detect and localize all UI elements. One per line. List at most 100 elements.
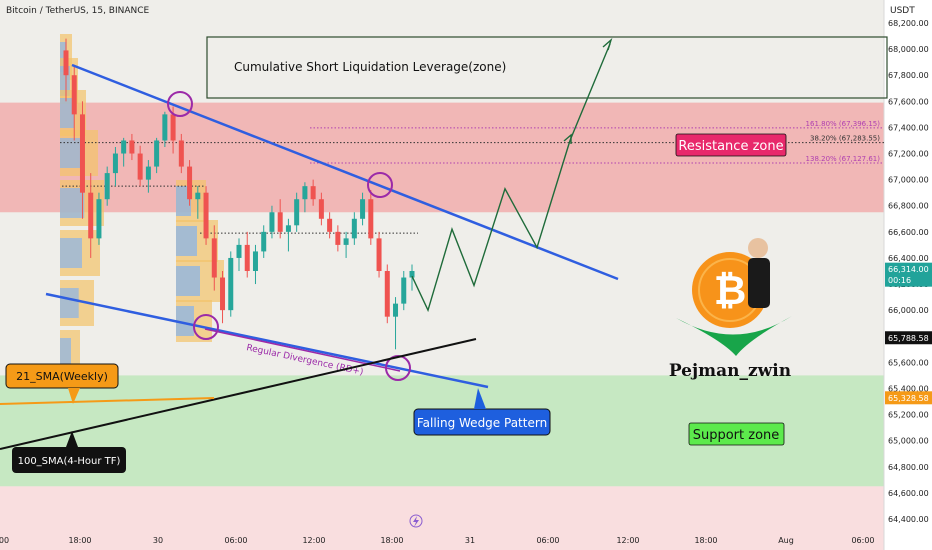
y-tick-label: 65,000.00 <box>888 437 929 446</box>
y-tick-label: 66,000.00 <box>888 306 929 315</box>
price-label-value: 65,788.58 <box>888 334 929 343</box>
x-tick-label: 12:00 <box>616 536 639 545</box>
candle-body <box>145 166 151 180</box>
candle-body <box>368 199 374 239</box>
author-avatar-icon <box>748 238 768 258</box>
y-tick-label: 65,200.00 <box>888 411 929 420</box>
candle-body <box>335 231 341 245</box>
x-tick-label: 18:00 <box>694 536 717 545</box>
x-tick-label: 18:00 <box>68 536 91 545</box>
x-tick-label: 06:00 <box>851 536 874 545</box>
candle-body <box>401 277 407 304</box>
x-tick-label: 31 <box>465 536 475 545</box>
lightning-bolt-icon <box>413 516 419 527</box>
projection-arrowhead <box>602 37 613 51</box>
candle-body <box>360 199 366 219</box>
price-label-tag <box>885 331 932 345</box>
volume-profile-bar <box>60 338 71 368</box>
x-tick-label: 06:00 <box>224 536 247 545</box>
candle-body <box>178 140 184 167</box>
candle-body <box>211 238 217 278</box>
resistance-zone-tag <box>675 133 787 157</box>
x-tick-label: 06:00 <box>536 536 559 545</box>
candle-body <box>112 153 118 174</box>
candle-body <box>154 140 160 167</box>
fib-level-label: 138.20% (67,127.61) <box>806 155 881 163</box>
y-tick-label: 65,400.00 <box>888 384 929 393</box>
y-tick-label: 66,400.00 <box>888 254 929 263</box>
candle-body <box>71 75 77 115</box>
highlight-circle <box>367 172 393 198</box>
fib-level-label: 161.80% (67,396.15) <box>806 120 881 128</box>
sma100-line <box>0 338 477 450</box>
candle-body <box>318 199 324 219</box>
logo-laurel-icon <box>676 316 792 356</box>
author-avatar-body-icon <box>748 258 770 308</box>
sma100-tag <box>12 447 126 473</box>
candle-body <box>104 173 110 200</box>
candle-body <box>137 153 143 180</box>
volume-profile-bar <box>60 42 67 72</box>
candle-body <box>310 186 316 200</box>
sma100-label: 100_SMA(4-Hour TF) <box>18 456 121 467</box>
volume-profile-bar <box>60 288 79 318</box>
wedge-upper-line <box>71 63 619 281</box>
candle-body <box>302 186 308 200</box>
price-label-tag <box>885 262 932 287</box>
author-name: Pejman_zwin <box>669 361 791 381</box>
candle-body <box>285 225 291 232</box>
candle-body <box>88 192 94 239</box>
highlight-circle <box>167 91 193 117</box>
sma100-tag-pointer <box>66 431 78 447</box>
x-tick-label: 12:00 <box>302 536 325 545</box>
fib-level-label: 38.20% (67,283.55) <box>810 135 880 143</box>
candle-body <box>187 166 193 200</box>
liquidation-zone-label: Cumulative Short Liquidation Leverage(zo… <box>234 60 506 74</box>
candle-body <box>294 199 300 226</box>
candle-body <box>129 140 135 154</box>
x-tick-label: Aug <box>778 536 794 545</box>
sma21-tag <box>5 363 119 389</box>
candle-body <box>252 251 258 271</box>
candle-body <box>393 303 399 317</box>
y-tick-label: 68,200.00 <box>888 19 929 28</box>
wedge-tag-pointer <box>474 388 486 409</box>
candle-body <box>376 238 382 271</box>
liquidation-zone-box <box>206 36 888 99</box>
x-tick-label: 30 <box>153 536 163 545</box>
y-tick-label: 67,000.00 <box>888 176 929 185</box>
candle-body <box>170 114 176 141</box>
candle-body <box>409 271 415 278</box>
candle-body <box>195 192 201 200</box>
resistance-zone-label: Resistance zone <box>678 139 783 154</box>
support-zone-label: Support zone <box>693 428 780 443</box>
candle-body <box>384 271 390 317</box>
y-tick-label: 66,600.00 <box>888 228 929 237</box>
lower-band <box>0 486 884 550</box>
candle-body <box>277 212 283 232</box>
wedge-lower-line <box>45 292 489 389</box>
resistance-zone-band <box>0 102 884 213</box>
y-tick-label: 66,800.00 <box>888 202 929 211</box>
support-zone-tag <box>688 422 785 446</box>
price-label-value: 66,314.00 <box>888 265 929 274</box>
volume-profile-bar <box>60 66 70 96</box>
y-tick-label: 64,800.00 <box>888 463 929 472</box>
price-label-value: 65,328.58 <box>888 394 929 403</box>
y-tick-label: 68,000.00 <box>888 45 929 54</box>
currency-label: USDT <box>890 6 915 16</box>
volume-profile-bar <box>60 138 81 168</box>
y-tick-label: 64,400.00 <box>888 515 929 524</box>
price-label-tag <box>885 391 932 405</box>
x-tick-label: 18:00 <box>380 536 403 545</box>
sma21-line <box>0 397 215 405</box>
sma21-tag-pointer <box>68 388 80 404</box>
y-tick-label: 64,600.00 <box>888 489 929 498</box>
volume-profile-bar <box>176 306 194 336</box>
y-tick-label: 67,200.00 <box>888 150 929 159</box>
candle-body <box>343 238 349 245</box>
y-tick-label: 65,600.00 <box>888 358 929 367</box>
y-tick-label: 67,400.00 <box>888 123 929 132</box>
